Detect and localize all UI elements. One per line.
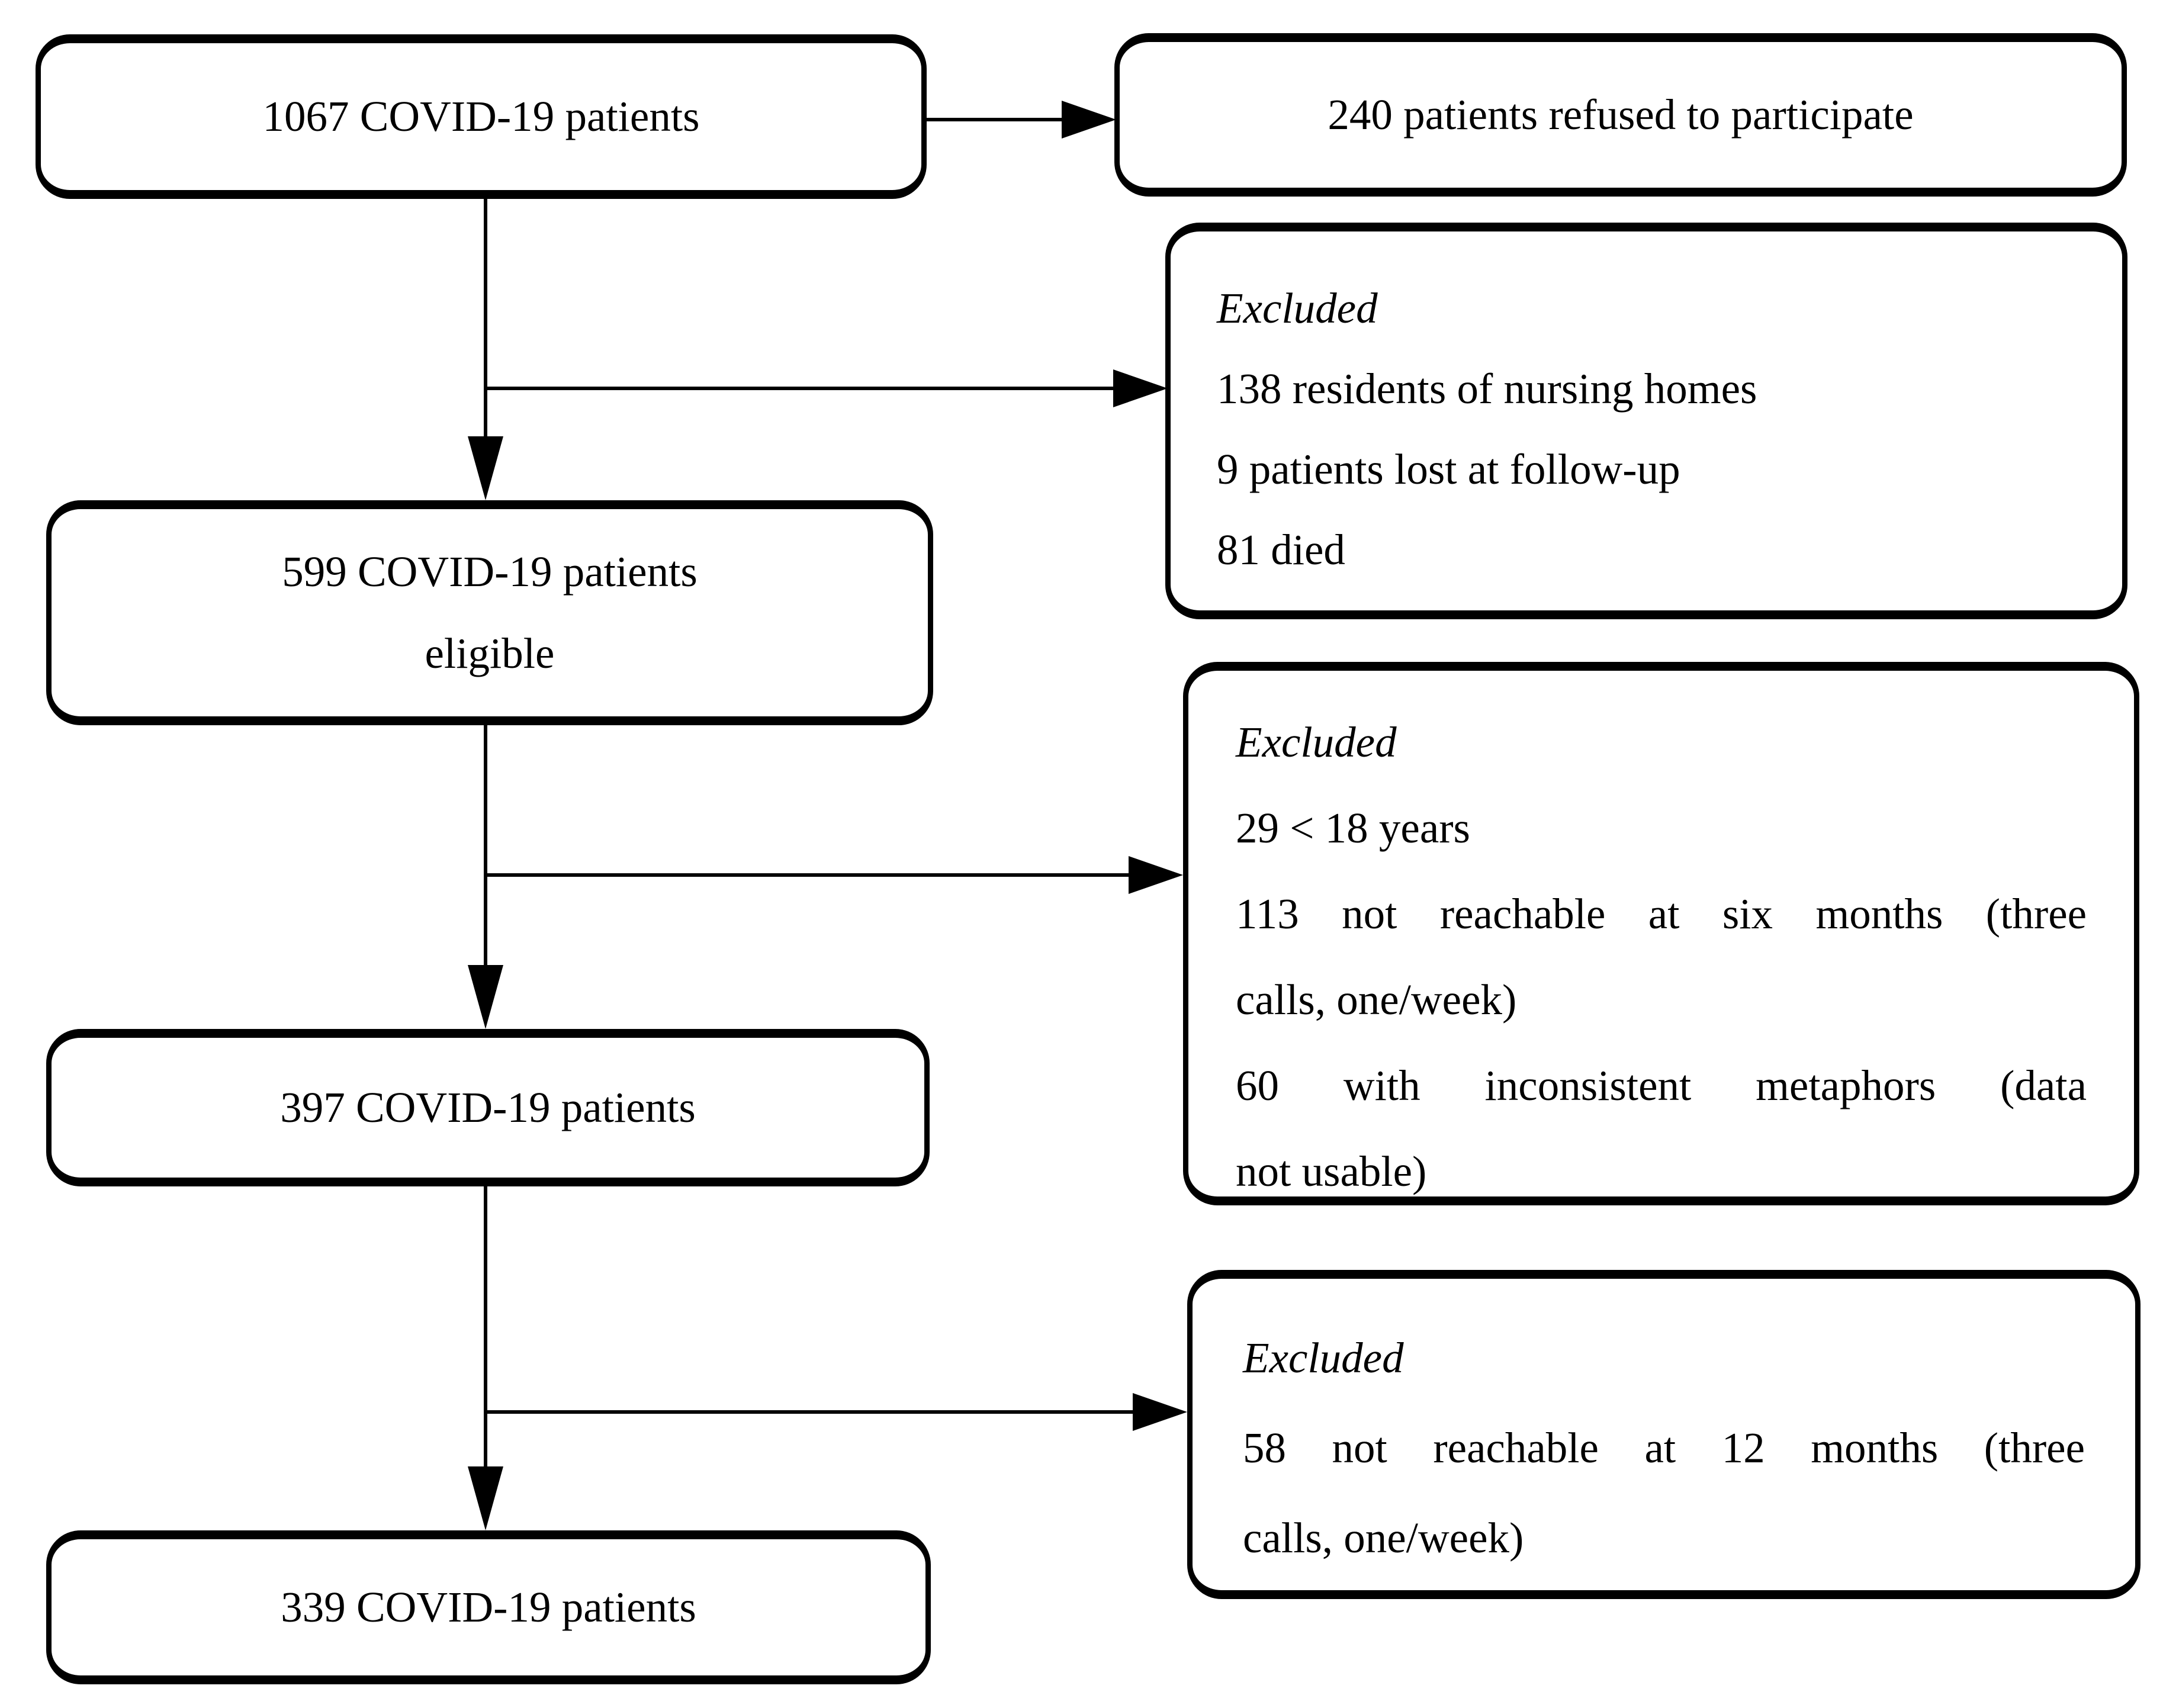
box-line: 9 patients lost at follow-up: [1217, 445, 1680, 493]
right-arrowhead-icon: [1062, 101, 1116, 139]
excluded-heading: Excluded: [1236, 718, 1397, 766]
box-line: calls, one/week): [1243, 1514, 1524, 1562]
excluded-heading: Excluded: [1217, 284, 1378, 332]
down-arrowhead-icon: [468, 436, 503, 500]
box-line: 138 residents of nursing homes: [1217, 365, 1757, 413]
connector-l3-l4-line: [484, 1186, 487, 1478]
box-line: 60 with inconsistent metaphors (data: [1236, 1062, 2087, 1109]
box-line: 339 COVID-19 patients: [281, 1583, 696, 1631]
right-arrowhead-icon: [1113, 369, 1168, 407]
connector-l1-l2-line: [484, 199, 487, 442]
box-line: 1067 COVID-19 patients: [262, 92, 700, 140]
side-box-refused: 240 patients refused to participate: [1114, 33, 2127, 197]
box-line: 58 not reachable at 12 months (three: [1243, 1424, 2085, 1472]
right-arrowhead-icon: [1129, 856, 1183, 894]
excluded-heading: Excluded: [1243, 1334, 1404, 1382]
excluded-box-3: Excluded 58 not reachable at 12 months (…: [1187, 1270, 2140, 1599]
connector-branch-r4-line: [486, 1410, 1139, 1414]
box-line: 397 COVID-19 patients: [280, 1083, 696, 1131]
box-line: 113 not reachable at six months (three: [1236, 890, 2087, 938]
box-line: 81 died: [1217, 526, 1345, 574]
flow-box-397-patients: 397 COVID-19 patients: [46, 1029, 930, 1186]
connector-branch-r2-line: [486, 387, 1119, 390]
excluded-box-2: Excluded 29 < 18 years 113 not reachable…: [1183, 662, 2139, 1205]
box-line: 29 < 18 years: [1236, 804, 1470, 852]
flow-box-339-patients: 339 COVID-19 patients: [46, 1530, 931, 1684]
flow-box-599-eligible: 599 COVID-19 patients eligible: [46, 500, 933, 725]
connector-l1-r1-line: [927, 118, 1068, 121]
down-arrowhead-icon: [468, 1466, 503, 1530]
box-line: not usable): [1236, 1147, 1427, 1195]
excluded-box-1: Excluded 138 residents of nursing homes …: [1165, 223, 2127, 619]
down-arrowhead-icon: [468, 965, 503, 1029]
connector-branch-r3-line: [486, 873, 1134, 877]
connector-l2-l3-line: [484, 725, 487, 977]
right-arrowhead-icon: [1133, 1393, 1187, 1431]
box-line: calls, one/week): [1236, 976, 1517, 1024]
box-line: eligible: [425, 629, 555, 677]
box-line: 599 COVID-19 patients: [282, 548, 698, 596]
box-line: 240 patients refused to participate: [1328, 91, 1914, 139]
flow-box-1067-patients: 1067 COVID-19 patients: [36, 34, 927, 199]
